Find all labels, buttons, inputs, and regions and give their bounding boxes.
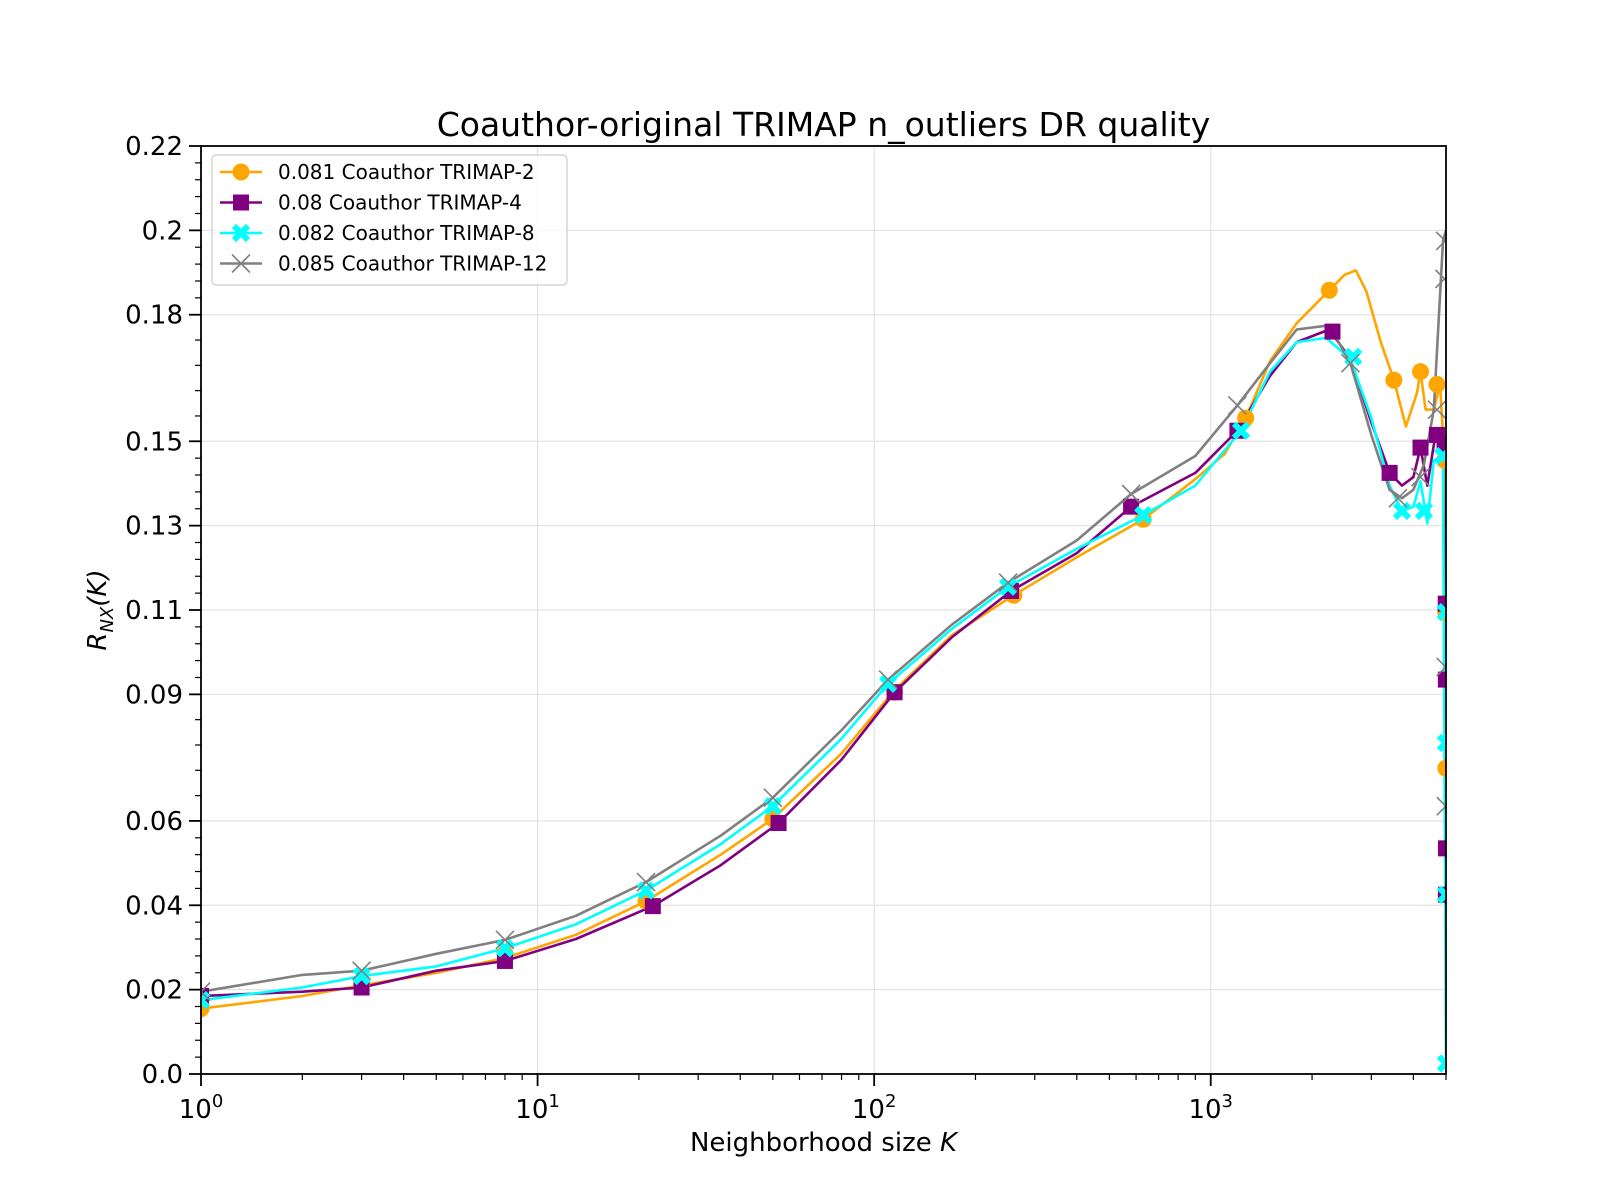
x-tick-label: 102 [852, 1091, 897, 1125]
series-marker [1410, 467, 1431, 487]
series-marker [998, 577, 1018, 596]
legend-box [211, 154, 568, 286]
legend-entry: 0.082 Coauthor TRIMAP-8 [220, 221, 535, 245]
series-marker [495, 930, 515, 950]
series-marker [1340, 353, 1360, 373]
series-marker [1231, 421, 1251, 440]
y-tick-label: 0.02 [125, 976, 183, 1006]
y-axis-label-main: R [83, 633, 113, 651]
series-marker [1385, 371, 1403, 389]
series-marker [1437, 840, 1446, 857]
series-line-3 [201, 336, 1446, 1064]
series-marker [1237, 409, 1255, 427]
y-axis-label-sub: NX [97, 606, 118, 632]
series-line-2 [201, 328, 1446, 998]
y-tick-label: 0.2 [142, 216, 183, 246]
y-axis-label-arg: (K) [83, 569, 113, 606]
x-tick-label: 103 [1188, 1091, 1233, 1125]
y-tick-label: 0.18 [125, 301, 183, 331]
series-marker [998, 573, 1018, 593]
axis-ticks: 0.0 0.02 0.04 0.06 0.09 0.11 0.13 0.15 0.18 0.2 0.… [125, 132, 1447, 1125]
series-marker [1134, 505, 1153, 525]
series-marker [1433, 446, 1446, 466]
series-marker [1436, 435, 1446, 452]
y-tick-label: 0.09 [125, 680, 183, 710]
series-marker [1427, 400, 1446, 420]
series-marker [1412, 363, 1430, 381]
series-marker [1437, 671, 1446, 688]
series-marker [1388, 488, 1408, 508]
series-marker [878, 670, 898, 690]
series-marker [496, 952, 513, 969]
legend-label: 0.081 Coauthor TRIMAP-2 [278, 160, 535, 184]
series-marker [1320, 281, 1338, 299]
series-marker [231, 223, 251, 243]
legend-entry: 0.085 Coauthor TRIMAP-12 [220, 252, 547, 276]
series-marker [636, 872, 656, 892]
y-tick-label: 0.15 [125, 427, 183, 457]
y-tick-label: 0.06 [125, 807, 183, 837]
series-line-4 [201, 230, 1446, 993]
legend-label: 0.082 Coauthor TRIMAP-8 [278, 221, 535, 245]
series-marker [1324, 323, 1341, 340]
series-marker [231, 253, 251, 274]
series-marker [1434, 269, 1446, 289]
series-marker [352, 967, 371, 986]
x-axis-label-var: K [940, 1128, 959, 1158]
series-marker [1414, 501, 1434, 520]
series-marker [1121, 484, 1141, 504]
series-marker [1436, 1054, 1446, 1073]
series-marker [1381, 464, 1398, 481]
series-markers [201, 231, 1446, 1073]
x-tick-label: 101 [515, 1091, 560, 1125]
series-marker [878, 674, 898, 693]
y-tick-label: 0.11 [125, 596, 183, 626]
y-tick-label: 0.04 [125, 891, 183, 921]
x-axis-label: Neighborhood size K [690, 1128, 959, 1158]
series-marker [644, 898, 661, 915]
series-marker [233, 194, 249, 211]
series-marker [1428, 375, 1446, 393]
series-marker [352, 961, 372, 981]
chart-title: Coauthor-original TRIMAP n_outliers DR q… [437, 105, 1211, 144]
series-marker [201, 982, 211, 1002]
y-tick-label: 0.22 [125, 132, 183, 162]
y-tick-label: 0.0 [142, 1060, 183, 1090]
series-marker [1437, 759, 1446, 777]
legend-entry: 0.081 Coauthor TRIMAP-2 [220, 160, 535, 184]
series-marker [1412, 439, 1429, 456]
y-tick-label: 0.13 [125, 512, 183, 542]
series-marker [763, 788, 783, 808]
series-lines [201, 230, 1446, 1064]
series-marker [232, 163, 250, 181]
legend: 0.081 Coauthor TRIMAP-2 0.08 Coauthor TRI… [211, 154, 568, 286]
series-marker [1227, 395, 1247, 415]
series-marker [1392, 501, 1412, 520]
legend-label: 0.085 Coauthor TRIMAP-12 [278, 252, 547, 276]
series-marker [1437, 595, 1446, 612]
series-line-1 [201, 269, 1446, 1010]
legend-label: 0.08 Coauthor TRIMAP-4 [278, 191, 522, 215]
x-tick-label: 100 [179, 1091, 224, 1125]
series-marker [770, 815, 787, 832]
x-axis-label-text: Neighborhood size [690, 1128, 940, 1158]
y-axis-label: RNX(K) [83, 569, 118, 650]
legend-entry: 0.08 Coauthor TRIMAP-4 [220, 191, 522, 215]
